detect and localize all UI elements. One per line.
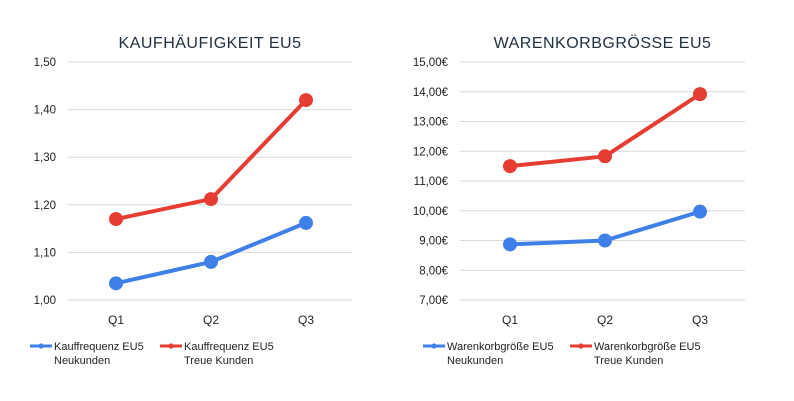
x-category-label: Q3 (298, 313, 314, 327)
data-point-loyal-q2 (204, 192, 218, 207)
chart-title: KAUFHÄUFIGKEIT EU5 (119, 34, 302, 52)
chart-title: WARENKORBGRÖSSE EU5 (494, 34, 712, 52)
y-tick-label: 15,00€ (413, 57, 449, 69)
x-category-label: Q1 (108, 313, 124, 327)
data-point-loyal-q3 (299, 93, 313, 108)
series-line-new (114, 220, 308, 286)
y-tick-label: 1,10 (34, 247, 56, 259)
y-tick-label: 1,20 (34, 200, 56, 212)
data-point-new-q1 (503, 237, 517, 252)
legend-label: Kauffrequenz EU5 (184, 341, 274, 353)
legend-sublabel: Treue Kunden (184, 355, 253, 367)
data-point-new-q2 (598, 233, 612, 248)
y-tick-label: 1,50 (34, 57, 56, 69)
y-tick-label: 12,00€ (413, 146, 449, 158)
y-tick-label: 14,00€ (413, 87, 449, 99)
y-tick-label: 13,00€ (413, 117, 449, 129)
basket-size-chart: WARENKORBGRÖSSE EU5 7,00€ 8,00€ 9,00€ 10,00€… (413, 34, 745, 367)
legend-marker-loyal (578, 343, 584, 349)
y-tick-label: 11,00€ (414, 176, 449, 188)
data-point-new-q3 (693, 204, 707, 219)
legend-sublabel: Neukunden (447, 355, 503, 367)
data-point-loyal-q1 (109, 212, 123, 227)
data-point-loyal-q3 (693, 87, 707, 102)
x-category-label: Q3 (692, 313, 708, 327)
x-category-label: Q2 (203, 313, 219, 327)
y-tick-label: 7,00€ (419, 295, 448, 307)
y-tick-label: 1,30 (34, 152, 56, 164)
y-tick-label: 10,00€ (413, 206, 449, 218)
data-point-new-q3 (299, 215, 313, 230)
legend-label: Warenkorbgröße EU5 (447, 341, 554, 353)
y-tick-label: 1,40 (34, 105, 56, 117)
y-tick-label: 9,00€ (419, 236, 448, 248)
data-point-new-q1 (109, 276, 123, 291)
y-tick-label: 8,00€ (419, 265, 448, 277)
data-point-loyal-q1 (503, 159, 517, 174)
y-tick-label: 1,00 (34, 295, 56, 307)
legend-marker-new (431, 343, 437, 349)
x-category-label: Q2 (597, 313, 613, 327)
x-category-label: Q1 (502, 313, 518, 327)
legend-marker-loyal (168, 343, 174, 349)
purchase-frequency-chart: KAUFHÄUFIGKEIT EU5 1,00 1,10 1,20 1,30 1,40 1,… (30, 34, 352, 367)
data-point-new-q2 (204, 254, 218, 269)
legend-label: Kauffrequenz EU5 (54, 341, 144, 353)
legend-sublabel: Neukunden (54, 355, 110, 367)
data-point-loyal-q2 (598, 149, 612, 164)
legend-marker-new (38, 343, 44, 349)
legend-label: Warenkorbgröße EU5 (594, 341, 701, 353)
legend-sublabel: Treue Kunden (594, 355, 663, 367)
